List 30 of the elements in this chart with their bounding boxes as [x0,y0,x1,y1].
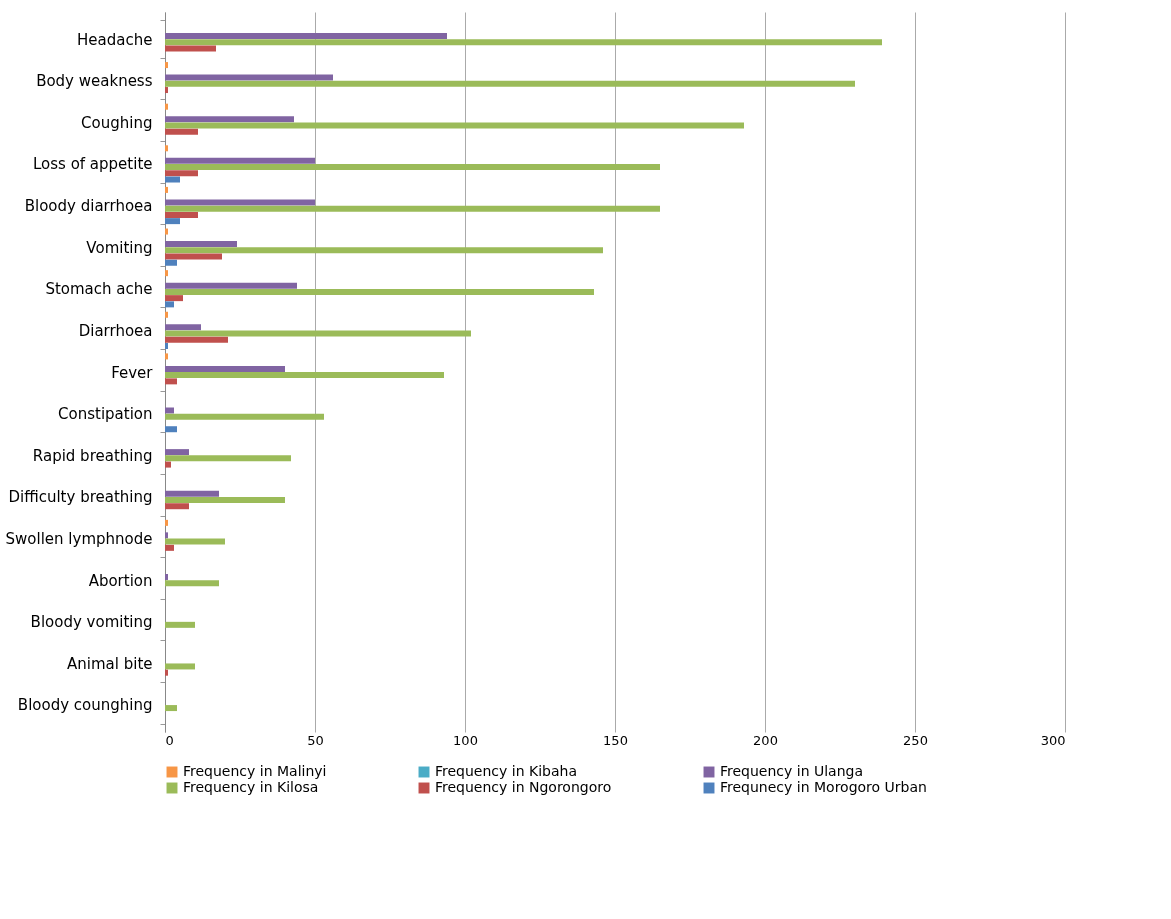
y-tick-label: Rapid breathing [32,446,153,465]
y-tick-label: Headache [77,30,153,49]
y-tick-label: Bloody diarrhoea [24,197,153,216]
legend-label: Frequency in Ulanga [720,763,864,779]
y-tick-label: Stomach ache [45,280,153,299]
x-tick-label: 200 [753,732,778,748]
y-tick-label: Swollen lymphnode [5,529,153,548]
x-tick-label: 100 [453,732,478,748]
legend-label: Frequency in Ngorongoro [435,779,612,795]
y-tick-label: Animal bite [67,654,153,673]
y-tick-label: Abortion [88,571,153,590]
y-tick-label: Difficulty breathing [8,488,153,507]
y-tick-label: Loss of appetite [32,155,153,174]
y-tick-label: Constipation [58,405,153,424]
y-tick-label: Bloody vomiting [30,613,153,632]
legend-label: Frequency in Malinyi [183,763,327,779]
y-tick-label: Coughing [81,113,153,132]
x-tick-label: 0 [165,732,174,748]
y-tick-label: Bloody counghing [17,696,153,715]
legend-label: Frequency in Kibaha [435,763,577,779]
y-tick-label: Vomiting [86,238,153,257]
legend-label: Frequency in Kilosa [183,779,319,795]
x-tick-label: 300 [1040,732,1066,748]
x-tick-label: 150 [603,732,628,748]
y-tick-label: Diarrhoea [78,321,153,340]
x-tick-label: 250 [903,732,928,748]
y-tick-label: Fever [111,363,154,382]
legend-label: Frequnecy in Morogoro Urban [720,779,927,795]
x-tick-label: 50 [307,732,324,748]
y-tick-label: Body weakness [36,72,153,91]
